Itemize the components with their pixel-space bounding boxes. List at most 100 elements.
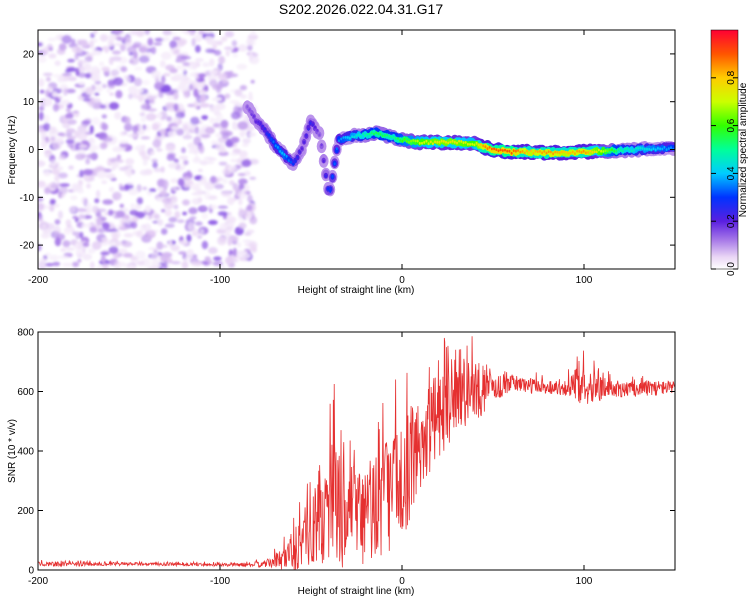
ridge-blob xyxy=(608,148,611,152)
noise-speckle xyxy=(93,30,98,35)
noise-speckle xyxy=(210,204,217,210)
ridge-blob xyxy=(639,146,642,150)
noise-speckle xyxy=(216,40,223,46)
noise-speckle xyxy=(137,260,145,265)
ridge-blob xyxy=(445,140,447,144)
noise-speckle xyxy=(154,81,165,89)
noise-speckle xyxy=(222,177,228,184)
noise-speckle xyxy=(153,42,163,46)
noise-speckle xyxy=(138,46,148,53)
chart-title: S202.2026.022.04.31.G17 xyxy=(279,1,443,17)
noise-speckle xyxy=(170,261,181,265)
noise-speckle xyxy=(38,258,48,262)
ridge-blob xyxy=(431,142,434,146)
noise-speckle xyxy=(236,63,248,70)
noise-speckle xyxy=(66,67,77,72)
noise-speckle xyxy=(151,70,162,79)
noise-speckle xyxy=(191,261,203,266)
ridge-blob xyxy=(499,148,502,152)
noise-speckle xyxy=(42,72,53,77)
noise-speckle xyxy=(47,37,56,42)
ridge-blob xyxy=(318,133,321,137)
noise-speckle xyxy=(150,46,157,55)
noise-speckle xyxy=(164,209,173,217)
ridge-blob xyxy=(311,123,314,126)
noise-speckle xyxy=(57,172,68,179)
noise-speckle xyxy=(65,247,75,251)
ridge-blob xyxy=(266,132,268,136)
noise-speckle xyxy=(38,42,43,47)
noise-speckle xyxy=(44,152,52,158)
ridge-blob xyxy=(342,136,345,139)
ridge-blob xyxy=(373,132,375,136)
noise-speckle xyxy=(91,205,100,214)
noise-speckle xyxy=(101,83,107,89)
ridge-blob xyxy=(447,141,450,145)
noise-speckle xyxy=(89,144,97,153)
ridge-blob xyxy=(261,124,264,128)
ridge-blob xyxy=(440,139,443,143)
ridge-blob xyxy=(403,137,406,141)
ridge-blob xyxy=(303,141,306,144)
noise-speckle xyxy=(180,85,190,92)
noise-speckle xyxy=(67,58,75,63)
ridge-blob xyxy=(379,133,382,136)
noise-speckle xyxy=(173,103,179,112)
ridge-blob xyxy=(305,133,308,137)
ridge-blob xyxy=(626,147,629,151)
noise-speckle xyxy=(52,91,57,98)
noise-speckle xyxy=(39,89,45,94)
noise-speckle xyxy=(94,198,100,204)
noise-speckle xyxy=(147,265,158,269)
noise-speckle xyxy=(180,64,186,72)
noise-speckle xyxy=(153,167,162,173)
noise-speckle xyxy=(117,36,127,42)
ridge-blob xyxy=(427,142,430,146)
noise-speckle xyxy=(72,110,80,114)
noise-speckle xyxy=(221,190,232,197)
ridge-blob xyxy=(319,143,324,150)
noise-speckle xyxy=(229,100,240,104)
x-tick-label: -200 xyxy=(28,576,48,587)
noise-speckle xyxy=(225,50,230,57)
noise-speckle xyxy=(79,231,84,239)
noise-speckle xyxy=(245,172,251,176)
ridge-blob xyxy=(473,143,476,147)
noise-speckle xyxy=(56,166,64,171)
noise-speckle xyxy=(52,103,60,112)
ridge-blob xyxy=(294,159,297,163)
noise-speckle xyxy=(50,136,56,142)
ridge-blob xyxy=(338,139,340,143)
noise-speckle xyxy=(192,101,199,109)
noise-speckle xyxy=(238,183,245,190)
noise-speckle xyxy=(237,44,248,52)
noise-speckle xyxy=(217,176,223,180)
ridge-blob xyxy=(573,152,576,156)
noise-speckle xyxy=(74,142,82,151)
noise-speckle xyxy=(95,189,101,199)
noise-speckle xyxy=(100,251,110,255)
ridge-blob xyxy=(556,150,559,154)
noise-speckle xyxy=(176,38,188,46)
noise-speckle xyxy=(132,216,139,220)
ridge-blob xyxy=(407,140,410,144)
ridge-blob xyxy=(480,143,482,147)
ridge-blob xyxy=(539,150,541,153)
noise-speckle xyxy=(202,30,213,35)
noise-speckle xyxy=(118,248,128,254)
noise-speckle xyxy=(186,170,192,178)
noise-speckle xyxy=(75,231,80,240)
noise-speckle xyxy=(221,132,230,140)
noise-speckle xyxy=(156,241,164,250)
ridge-blob xyxy=(283,153,286,156)
noise-speckle xyxy=(204,35,213,42)
noise-speckle xyxy=(209,58,215,67)
noise-speckle xyxy=(182,183,191,188)
noise-speckle xyxy=(170,244,180,252)
noise-speckle xyxy=(186,234,192,243)
ridge-blob xyxy=(423,141,426,144)
noise-speckle xyxy=(142,186,148,191)
noise-speckle xyxy=(82,253,93,261)
noise-speckle xyxy=(65,113,74,119)
